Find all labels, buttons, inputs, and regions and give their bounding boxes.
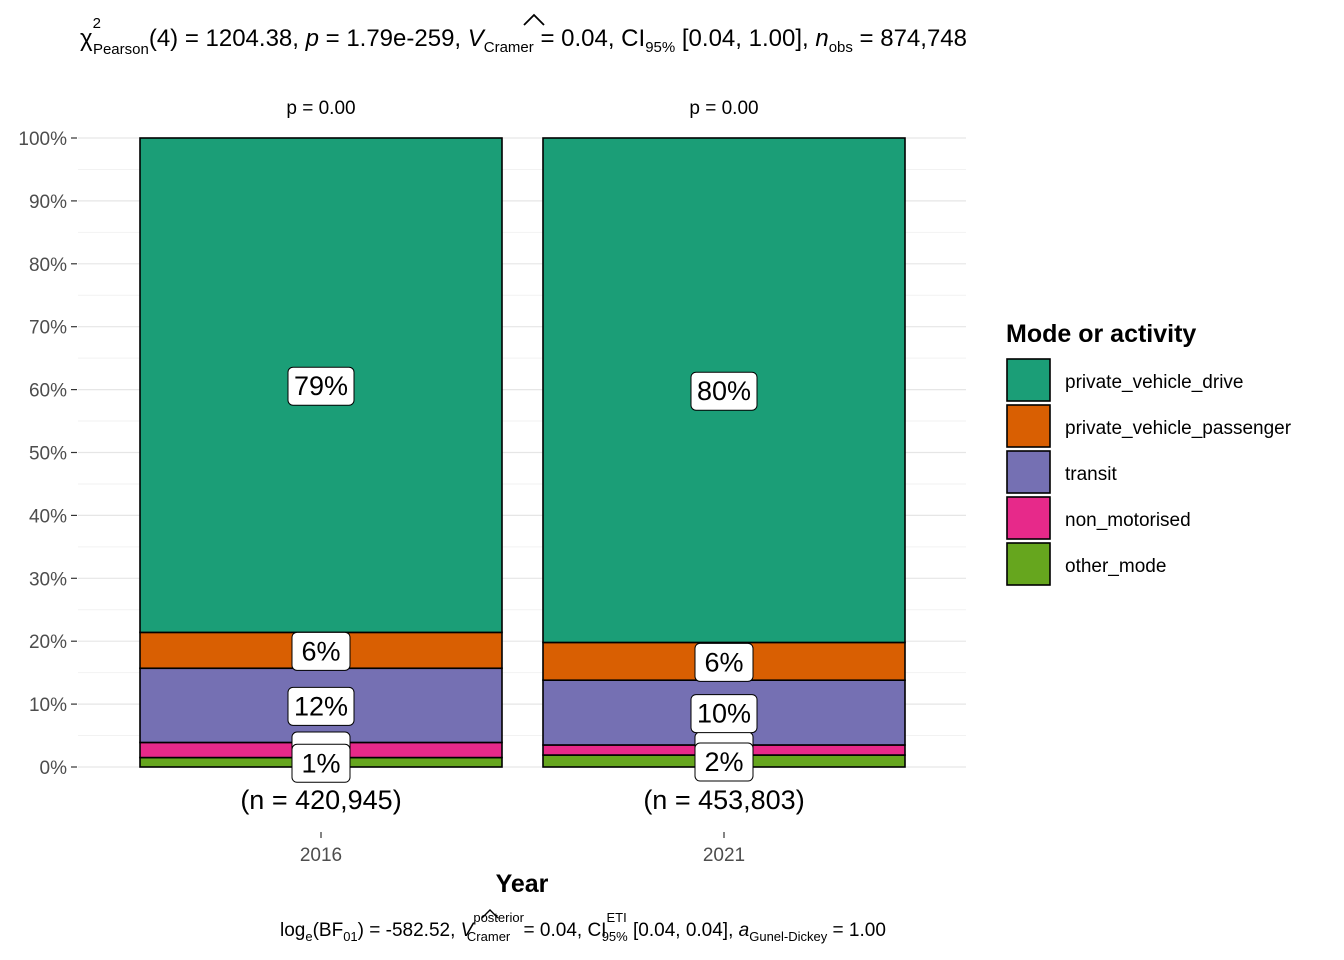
data-labels: 1% 12% 6% 79% 2% 10% 6% 80% xyxy=(287,366,758,783)
data-label-box xyxy=(287,366,355,406)
data-label: 80% xyxy=(697,376,751,406)
legend-label: private_vehicle_drive xyxy=(1065,372,1244,393)
y-tick-label: 100% xyxy=(18,129,67,150)
data-label-box xyxy=(287,686,355,726)
y-tick-label: 80% xyxy=(29,255,67,276)
data-label: 79% xyxy=(294,371,348,401)
bar-pvalue: p = 0.00 xyxy=(286,98,355,119)
y-tick-label: 60% xyxy=(29,381,67,402)
bar-count: (n = 420,945) xyxy=(240,785,401,815)
y-tick-label: 40% xyxy=(29,506,67,527)
x-axis-title: Year xyxy=(496,870,549,898)
data-label: 2% xyxy=(704,747,743,777)
data-label: 1% xyxy=(301,748,340,778)
stats-subtitle: χ2 Pearson(4) = 1204.38, p = 1.79e-259, V… xyxy=(80,15,967,58)
bar-count: (n = 453,803) xyxy=(643,785,804,815)
legend-swatch-private_vehicle_passenger xyxy=(1006,404,1051,448)
data-label-box xyxy=(690,694,758,734)
y-tick-label: 30% xyxy=(29,569,67,590)
v-hat-icon xyxy=(523,13,545,26)
v-hat-small-icon xyxy=(481,909,499,919)
data-label-box xyxy=(291,631,351,671)
data-label: 12% xyxy=(294,691,348,721)
y-tick-label: 70% xyxy=(29,318,67,339)
data-label-box xyxy=(694,642,754,682)
legend-swatch-transit xyxy=(1006,450,1051,494)
legend-swatch-non_motorised xyxy=(1006,496,1051,540)
data-label-box xyxy=(291,743,351,783)
data-label-box xyxy=(690,371,758,411)
legend: private_vehicle_drive private_vehicle_pas… xyxy=(1006,358,1292,586)
data-label: 10% xyxy=(697,699,751,729)
legend-title: Mode or activity xyxy=(1006,320,1196,348)
legend-label: other_mode xyxy=(1065,556,1166,577)
legend-label: private_vehicle_passenger xyxy=(1065,418,1292,439)
x-axis: p = 0.00 (n = 420,945) 2016 p = 0.00 (n = 45… xyxy=(240,98,804,866)
x-tick-label: 2021 xyxy=(703,845,745,866)
y-tick-label: 20% xyxy=(29,632,67,653)
bayes-caption: loge(BF01) = -582.52, Vposterior Cramer =… xyxy=(280,910,886,944)
legend-swatch-other_mode xyxy=(1006,542,1051,586)
y-axis: 0% 10% 20% 30% 40% 50% 60% 70% 80% 90% 100% xyxy=(18,129,77,779)
x-tick-label: 2016 xyxy=(300,845,342,866)
y-tick-label: 50% xyxy=(29,444,67,465)
legend-label: non_motorised xyxy=(1065,510,1191,531)
y-tick-label: 90% xyxy=(29,192,67,213)
y-tick-label: 10% xyxy=(29,695,67,716)
y-tick-label: 0% xyxy=(40,758,68,779)
data-label: 6% xyxy=(704,647,743,677)
data-label: 6% xyxy=(301,636,340,666)
legend-swatch-private_vehicle_drive xyxy=(1006,358,1051,402)
data-label-box xyxy=(694,742,754,782)
legend-label: transit xyxy=(1065,464,1117,485)
bar-pvalue: p = 0.00 xyxy=(689,98,758,119)
